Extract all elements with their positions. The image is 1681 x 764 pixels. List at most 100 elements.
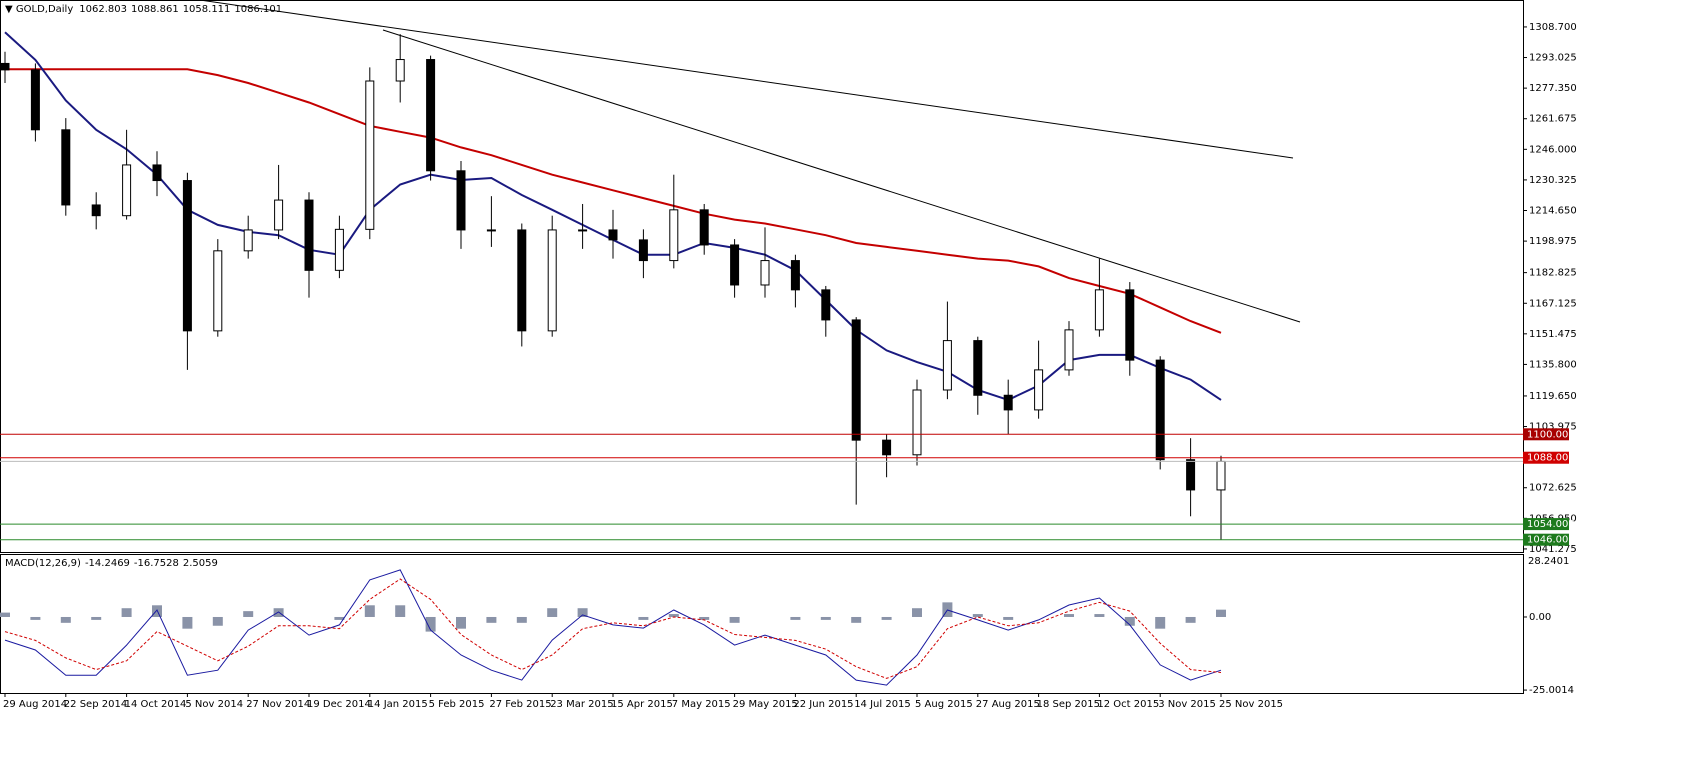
histogram-bar xyxy=(790,616,801,620)
level-box xyxy=(1523,518,1569,531)
y-tick-label: 1072.625 xyxy=(1529,483,1577,494)
candle-body xyxy=(730,244,740,286)
quote: 1088.861 xyxy=(131,4,179,15)
y-tick-label: 1308.700 xyxy=(1529,22,1577,33)
moving-average xyxy=(5,68,1222,334)
histogram-bar xyxy=(577,608,588,617)
x-tick-label: 14 Jul 2015 xyxy=(854,699,911,710)
candle-body xyxy=(942,340,952,391)
candle-body xyxy=(395,59,405,82)
histogram-bar xyxy=(881,616,892,620)
candle-body xyxy=(851,319,861,441)
candle-body xyxy=(1003,394,1013,411)
level-box xyxy=(1523,428,1569,441)
readout: -16.7528 xyxy=(134,558,179,569)
candle-body xyxy=(91,204,101,217)
histogram-bar xyxy=(1094,614,1105,617)
trendline xyxy=(199,0,1294,159)
histogram-bar xyxy=(121,608,132,617)
trendline xyxy=(382,29,1301,323)
x-tick-label: 14 Oct 2014 xyxy=(125,699,187,710)
chart-title: GOLD,Daily xyxy=(16,4,73,15)
candle-body xyxy=(243,229,253,252)
level-label: 1100.000 xyxy=(1527,429,1575,440)
histogram-bar xyxy=(668,614,679,617)
y-tick-label: 1119.650 xyxy=(1529,391,1577,402)
candle-body xyxy=(578,229,588,232)
candle-body xyxy=(0,62,10,71)
x-tick-label: 22 Jun 2015 xyxy=(793,699,853,710)
histogram-bar xyxy=(212,616,223,626)
level-label: 1088.000 xyxy=(1527,453,1575,464)
histogram-bar xyxy=(1155,616,1166,629)
histogram-bar xyxy=(182,616,193,629)
histogram-bar xyxy=(30,616,41,620)
chart-header: ▼ GOLD,Daily 1062.803 1088.861 1058.111 1086… xyxy=(5,4,282,15)
candle-body xyxy=(760,260,770,286)
histogram-bar xyxy=(729,616,740,623)
histogram-bar xyxy=(243,611,254,617)
x-tick-label: 14 Jan 2015 xyxy=(368,699,428,710)
quote: 1086.101 xyxy=(234,4,282,15)
level-box xyxy=(1523,533,1569,546)
quote: 1062.803 xyxy=(79,4,127,15)
x-tick-label: 12 Oct 2015 xyxy=(1097,699,1159,710)
x-tick-label: 15 Apr 2015 xyxy=(611,699,673,710)
candle-body xyxy=(699,209,709,246)
y-tick-label: 1182.825 xyxy=(1529,268,1577,279)
histogram-bar xyxy=(699,616,710,620)
candle-body xyxy=(334,228,344,271)
macd-max-label: 28.2401 xyxy=(1528,556,1569,567)
x-tick-label: 5 Nov 2014 xyxy=(185,699,243,710)
plot: 1308.700 1293.025 1277.350 1261.675 1246.000… xyxy=(0,22,1577,710)
y-tick-label: 0.00 xyxy=(1529,612,1551,623)
y-tick-label: 1230.325 xyxy=(1529,175,1577,186)
main-panel xyxy=(0,0,1524,553)
x-tick-label: 27 Nov 2014 xyxy=(246,699,310,710)
macd-title: MACD(12,26,9) xyxy=(5,558,81,569)
histogram-bar xyxy=(1003,616,1014,620)
macd-panel xyxy=(0,554,1524,694)
candle-body xyxy=(365,80,375,230)
histogram-bar xyxy=(516,616,527,623)
y-tick-label: 1246.000 xyxy=(1529,144,1577,155)
y-tick-label: 1151.475 xyxy=(1529,329,1577,340)
candle-body xyxy=(790,260,800,291)
level-label: 1054.000 xyxy=(1527,519,1575,530)
x-tick-label: 25 Nov 2015 xyxy=(1219,699,1283,710)
histogram-bar xyxy=(0,612,10,617)
candle-body xyxy=(912,389,922,456)
x-tick-label: 23 Mar 2015 xyxy=(550,699,613,710)
y-tick-label: -25.0014 xyxy=(1529,685,1574,696)
y-tick-label: 1277.350 xyxy=(1529,83,1577,94)
histogram-bar xyxy=(820,616,831,620)
y-tick-label: 1198.975 xyxy=(1529,236,1577,247)
candle-body xyxy=(61,129,71,206)
y-tick-label: 1167.125 xyxy=(1529,298,1577,309)
candle-body xyxy=(608,229,618,241)
x-tick-label: 29 May 2015 xyxy=(733,699,798,710)
macd-header: MACD(12,26,9) -14.2469 -16.7528 2.5059 xyxy=(5,558,218,569)
y-tick-label: 1293.025 xyxy=(1529,53,1577,64)
candle-body xyxy=(1216,460,1226,491)
x-tick-label: 27 Aug 2015 xyxy=(976,699,1040,710)
candle-body xyxy=(882,439,892,456)
candle-body xyxy=(1186,459,1196,491)
y-tick-label: 1214.650 xyxy=(1529,206,1577,217)
histogram-bar xyxy=(638,616,649,620)
candle-body xyxy=(1064,329,1074,371)
histogram-bar xyxy=(456,616,466,629)
candle-body xyxy=(638,239,648,262)
histogram-bar xyxy=(1216,609,1226,617)
histogram-bar xyxy=(334,616,345,620)
histogram-bar xyxy=(425,616,436,632)
y-tick-label: 1135.800 xyxy=(1529,359,1577,370)
y-tick-label: 1041.275 xyxy=(1529,544,1577,555)
histogram-bar xyxy=(1124,616,1135,626)
y-tick-label: 1261.675 xyxy=(1529,114,1577,125)
histogram-bar xyxy=(486,616,497,623)
x-tick-label: 27 Feb 2015 xyxy=(489,699,551,710)
candle-body xyxy=(182,180,192,332)
